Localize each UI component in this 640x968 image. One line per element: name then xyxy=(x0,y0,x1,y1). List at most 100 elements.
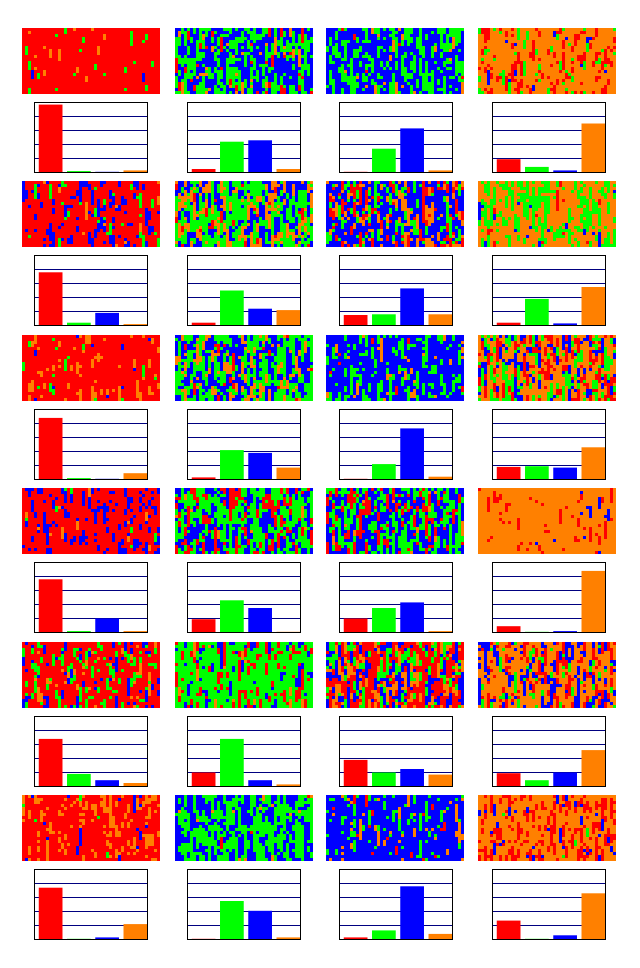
noise-region xyxy=(22,181,160,247)
noise-region xyxy=(175,642,313,708)
bar xyxy=(496,626,521,633)
noise-image xyxy=(326,28,464,94)
bar xyxy=(276,169,301,173)
noise-region xyxy=(478,28,616,94)
noise-region xyxy=(326,181,461,247)
noise-image xyxy=(22,335,160,401)
bar xyxy=(553,772,577,787)
bar xyxy=(581,570,606,633)
noise-image xyxy=(175,642,313,708)
bar xyxy=(428,933,453,940)
noise-image xyxy=(175,795,313,861)
plot-frame xyxy=(339,409,453,480)
plot-frame xyxy=(339,562,453,633)
bar xyxy=(343,315,368,326)
noise-region xyxy=(22,488,160,554)
bar xyxy=(496,322,521,326)
bar xyxy=(220,738,244,787)
plot-frame xyxy=(339,102,453,173)
bar xyxy=(123,783,148,787)
plot-frame xyxy=(492,409,606,480)
bar xyxy=(38,104,63,173)
noise-image xyxy=(22,28,160,94)
bar xyxy=(276,937,301,940)
noise-region xyxy=(175,795,313,861)
bar xyxy=(581,287,606,326)
noise-region xyxy=(481,642,616,708)
bar xyxy=(553,323,577,326)
plot-frame xyxy=(339,869,453,940)
bar xyxy=(220,450,244,480)
plot-frame xyxy=(187,409,301,480)
bar xyxy=(38,887,63,940)
noise-region xyxy=(175,181,313,247)
bar xyxy=(553,170,577,173)
bar xyxy=(67,631,91,633)
noise-region xyxy=(175,335,310,401)
noise-image xyxy=(326,181,464,247)
bar xyxy=(276,310,301,326)
noise-region xyxy=(478,335,616,401)
noise-region xyxy=(178,642,304,708)
bar xyxy=(400,288,424,326)
bar xyxy=(95,618,119,633)
bar xyxy=(553,631,577,633)
noise-region xyxy=(22,28,160,94)
bar xyxy=(276,784,301,787)
bar xyxy=(123,473,148,480)
noise-region xyxy=(326,795,464,861)
noise-region xyxy=(478,795,616,861)
plot-frame xyxy=(339,255,453,326)
noise-image xyxy=(22,488,160,554)
bar xyxy=(372,772,396,787)
noise-region xyxy=(332,491,464,554)
noise-region xyxy=(22,642,160,708)
noise-region xyxy=(329,795,464,861)
bar xyxy=(400,428,424,480)
plot-frame xyxy=(187,102,301,173)
bar xyxy=(191,322,216,326)
noise-region xyxy=(178,795,313,861)
noise-image xyxy=(478,181,616,247)
plot-frame xyxy=(492,562,606,633)
noise-region xyxy=(22,795,160,861)
bar xyxy=(525,780,549,787)
noise-image xyxy=(175,335,313,401)
bar xyxy=(248,608,272,633)
noise-image xyxy=(326,335,464,401)
bar xyxy=(581,447,606,480)
bar xyxy=(525,466,549,480)
noise-region xyxy=(326,488,464,554)
bar xyxy=(248,780,272,787)
noise-region xyxy=(478,181,616,247)
bar xyxy=(428,476,453,480)
bar xyxy=(123,924,148,940)
bar xyxy=(400,769,424,787)
noise-region xyxy=(22,642,157,708)
bar xyxy=(248,452,272,480)
plot-frame xyxy=(34,102,148,173)
noise-region xyxy=(481,642,616,708)
noise-image xyxy=(478,335,616,401)
noise-region xyxy=(25,795,148,861)
noise-region xyxy=(22,488,160,554)
bar xyxy=(248,910,272,940)
bar xyxy=(38,579,63,633)
bar xyxy=(191,619,216,633)
bar xyxy=(95,312,119,326)
noise-region xyxy=(326,642,461,708)
bar xyxy=(191,169,216,173)
bar xyxy=(248,308,272,326)
noise-region xyxy=(22,181,160,247)
bar xyxy=(276,467,301,480)
bar xyxy=(123,170,148,173)
bar xyxy=(372,464,396,480)
bar xyxy=(67,773,91,787)
bar xyxy=(496,466,521,480)
bar xyxy=(220,600,244,633)
plot-frame xyxy=(187,255,301,326)
bar xyxy=(372,608,396,633)
bar xyxy=(400,128,424,173)
bar xyxy=(38,272,63,326)
bar xyxy=(38,417,63,480)
